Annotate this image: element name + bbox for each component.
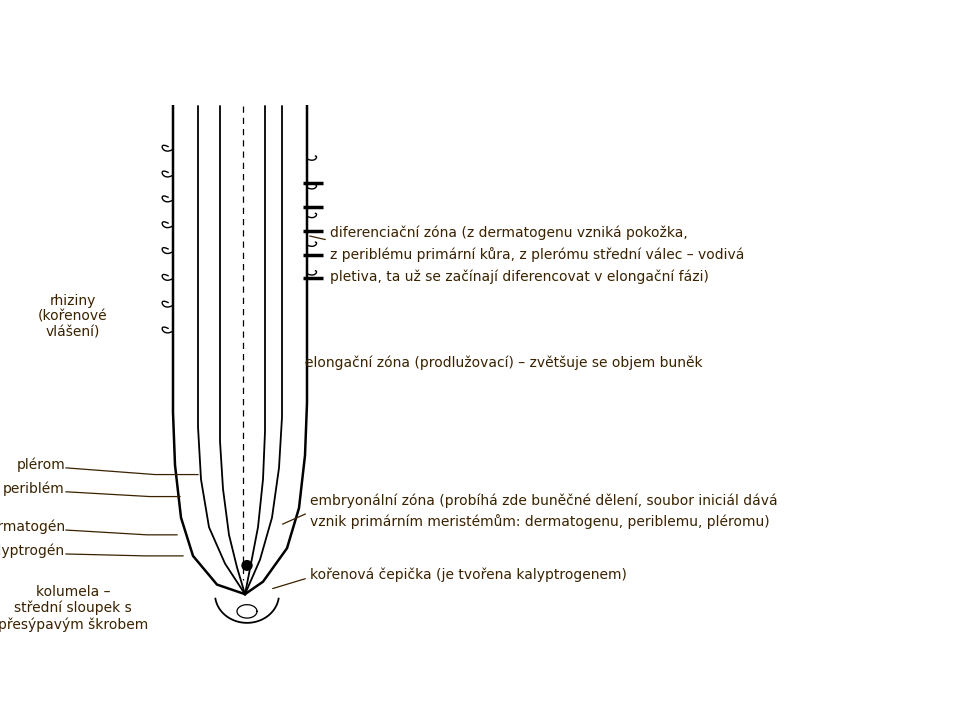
Text: rhiziny
(kořenové
vlášení): rhiziny (kořenové vlášení) [38,294,108,340]
Text: elongační zóna (prodlužovací) – zvětšuje se objem buněk: elongační zóna (prodlužovací) – zvětšuje… [305,355,703,370]
Text: diferenciační zóna (z dermatogenu vzniká pokožka,
z periblému primární kůra, z p: diferenciační zóna (z dermatogenu vzniká… [330,226,744,284]
Text: Vzrostný vrchol kořene: Vzrostný vrchol kořene [24,24,420,55]
Text: dermatogén: dermatogén [0,520,65,534]
Text: embryonální zóna (probíhá zde buněčné dělení, soubor iniciál dává
vznik primární: embryonální zóna (probíhá zde buněčné dě… [310,494,778,529]
Text: kalyptrogén: kalyptrogén [0,544,65,558]
Circle shape [242,561,252,570]
Text: kolumela –
střední sloupek s
přesýpavým škrobem: kolumela – střední sloupek s přesýpavým … [0,584,148,632]
Text: periblém: periblém [3,482,65,496]
Text: plérom: plérom [16,458,65,473]
Text: Pšenice obecná (Tritium aestivum): Pšenice obecná (Tritium aestivum) [24,60,362,79]
Text: kořenová čepička (je tvořena kalyptrogenem): kořenová čepička (je tvořena kalyptrogen… [310,568,627,582]
